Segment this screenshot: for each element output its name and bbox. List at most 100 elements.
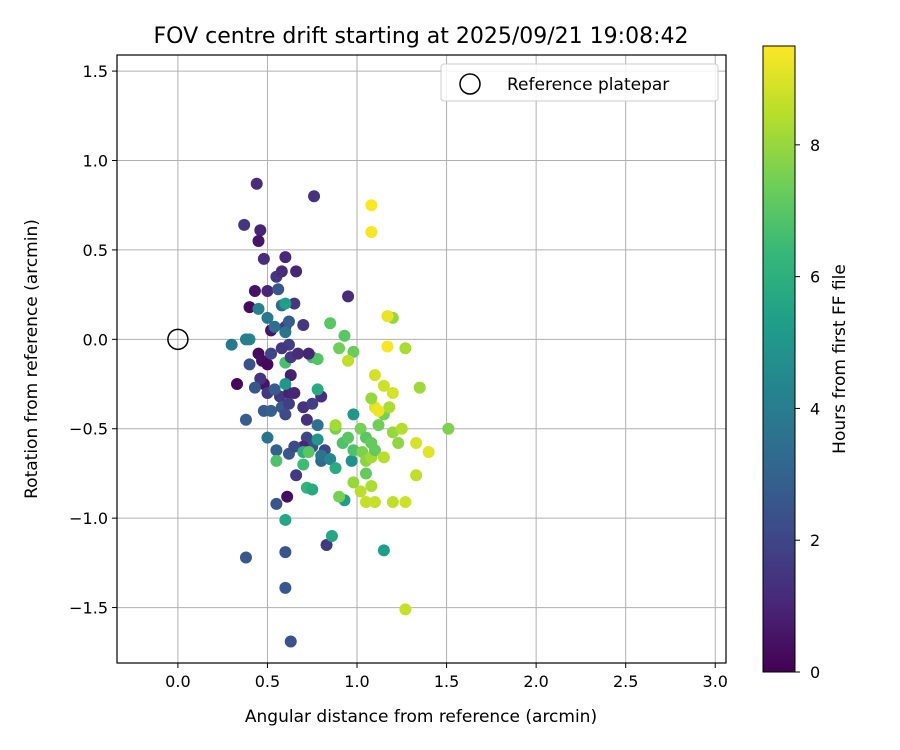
data-point [399,342,412,355]
data-point [281,490,294,503]
data-point [284,635,297,648]
data-point [383,401,396,414]
data-point [368,496,381,509]
data-point [254,372,267,385]
colorbar-label: Hours from first FF file [830,264,850,454]
y-tick-label: 0.0 [83,330,108,349]
x-tick-label: 2.5 [613,672,638,691]
data-point [381,340,394,353]
y-tick-label: 0.5 [83,241,108,260]
data-point [365,199,378,212]
data-point [268,383,281,396]
grid-lines [117,55,726,663]
data-point [324,317,337,330]
data-point [302,445,315,458]
data-point [347,476,360,489]
data-point [279,378,292,391]
data-point [297,458,310,471]
data-point [368,369,381,382]
data-point [268,320,281,333]
data-point [359,467,372,480]
data-point [347,345,360,358]
data-point [395,422,408,435]
data-point [265,404,278,417]
data-point [320,538,333,551]
data-point [342,290,355,303]
y-tick-label: −0.5 [69,420,108,439]
data-point [279,408,292,421]
data-point [225,338,238,351]
data-point [297,319,310,332]
x-tick-label: 1.5 [434,672,459,691]
y-tick-label: 1.5 [83,62,108,81]
data-point [308,190,321,203]
data-point [306,397,319,410]
data-point [413,381,426,394]
data-point [270,444,283,457]
data-point [239,333,252,346]
data-point [290,469,303,482]
reference-point-marker [167,328,189,351]
data-point [272,283,285,296]
y-axis-label: Rotation from reference (arcmin) [22,219,42,499]
data-point [261,358,274,371]
data-point [261,431,274,444]
data-point [410,469,423,482]
x-tick-label: 2.0 [523,672,548,691]
data-point [282,397,295,410]
data-point [324,453,337,466]
data-point [354,485,367,498]
data-point [243,301,256,314]
data-point [279,513,292,526]
data-point [311,383,324,396]
data-point [381,310,394,323]
colorbar-tick-label: 6 [810,268,820,287]
plot-area: 0.0 0.5 1.0 1.5 2.0 2.5 3.0 −1.5 −1.0 −0.5 0.0 0.5… [69,54,728,691]
data-point [392,437,405,450]
colorbar: 0 2 4 6 8 Hours from first FF file [762,45,850,682]
colorbar-tick-label: 4 [810,399,820,418]
data-point [342,431,355,444]
legend-box [440,63,719,102]
y-tick-label: 1.0 [83,152,108,171]
data-point [338,329,351,342]
data-point [261,311,274,324]
y-tick-label: −1.0 [69,509,108,528]
data-point [377,451,390,464]
x-tick-label: 3.0 [703,672,728,691]
legend-label: Reference platepar [507,75,669,95]
colorbar-tick-label: 0 [810,663,820,682]
data-point [342,354,355,367]
colorbar-tick-label: 8 [810,136,820,155]
colorbar-ticks: 0 2 4 6 8 [795,136,820,682]
legend: Reference platepar [440,63,719,102]
data-point [282,315,295,328]
data-point [279,546,292,559]
data-point [311,433,324,446]
x-axis-label: Angular distance from reference (arcmin) [245,707,597,727]
data-points [225,177,455,648]
data-point [270,454,283,467]
data-point [284,369,297,382]
data-point [239,413,252,426]
data-point [365,479,378,492]
data-point [288,386,301,399]
data-point [248,285,261,298]
data-point [410,437,423,450]
colorbar-tick-label: 2 [810,531,820,550]
data-point [248,381,261,394]
data-point [345,454,358,467]
data-point [250,177,263,190]
data-point [329,462,342,475]
data-point [422,445,435,458]
data-point [288,440,301,453]
data-point [300,413,313,426]
data-point [261,285,274,298]
x-axis-ticks: 0.0 0.5 1.0 1.5 2.0 2.5 3.0 [165,663,728,691]
data-point [442,422,455,435]
data-point [252,302,265,315]
y-axis-ticks: −1.5 −1.0 −0.5 0.0 0.5 1.0 1.5 [69,62,117,618]
data-point [279,251,292,264]
data-point [399,603,412,616]
